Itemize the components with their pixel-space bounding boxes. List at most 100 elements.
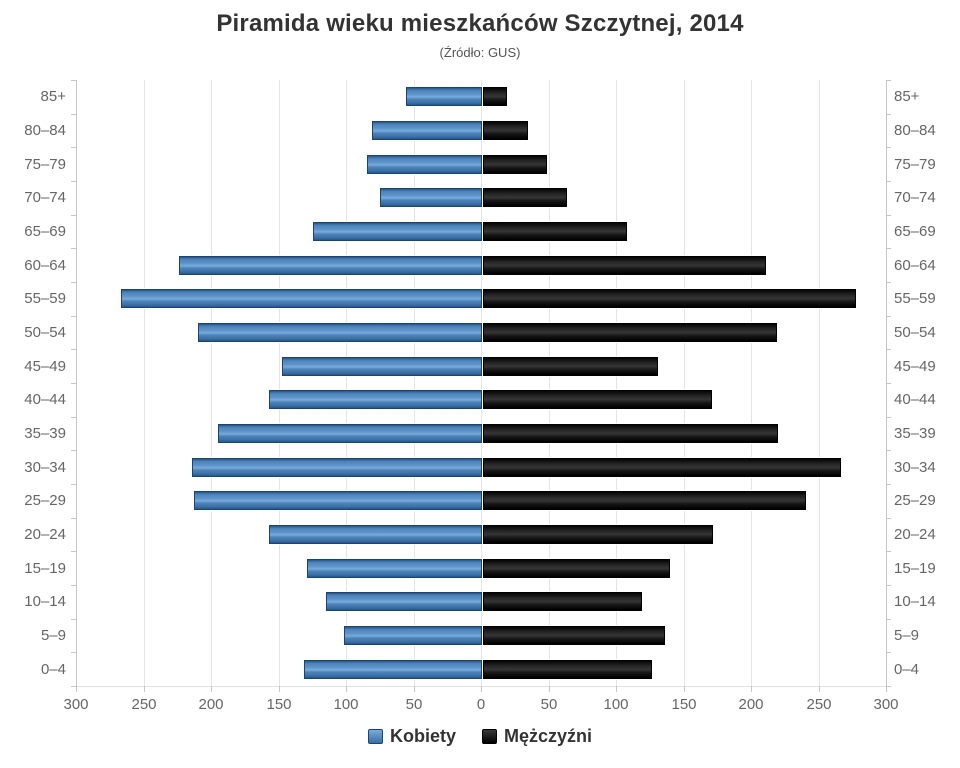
bar-women-70–74[interactable] <box>380 188 482 207</box>
x-axis-tick <box>549 686 550 692</box>
category-label-left: 65–69 <box>24 223 66 240</box>
bar-women-10–14[interactable] <box>326 592 482 611</box>
bar-women-50–54[interactable] <box>198 323 482 342</box>
x-axis-tick <box>819 686 820 692</box>
category-label-left: 55–59 <box>24 290 66 307</box>
bar-men-35–39[interactable] <box>483 424 778 443</box>
x-axis-label: 200 <box>198 696 224 713</box>
bar-men-60–64[interactable] <box>483 256 766 275</box>
bar-men-75–79[interactable] <box>483 155 547 174</box>
x-axis-label: 50 <box>405 696 423 713</box>
bar-men-80–84[interactable] <box>483 121 528 140</box>
bar-men-0–4[interactable] <box>483 660 652 679</box>
bar-men-10–14[interactable] <box>483 592 642 611</box>
y-axis-tick-right <box>886 450 891 451</box>
bar-men-25–29[interactable] <box>483 491 806 510</box>
women-series-swatch-icon <box>367 729 383 744</box>
bar-women-5–9[interactable] <box>344 626 482 645</box>
y-axis-tick-right <box>886 619 891 620</box>
legend-item-men[interactable]: Mężczyźni <box>481 726 593 747</box>
x-axis-label: 300 <box>63 696 89 713</box>
x-axis-label: 250 <box>806 696 832 713</box>
x-axis-tick <box>481 686 482 692</box>
y-axis-tick-left <box>71 282 76 283</box>
bar-women-40–44[interactable] <box>269 390 482 409</box>
y-axis-tick-right <box>886 383 891 384</box>
gridline <box>684 80 685 686</box>
x-axis-label: 50 <box>540 696 558 713</box>
legend-item-women[interactable]: Kobiety <box>367 726 456 747</box>
category-label-left: 25–29 <box>24 492 66 509</box>
bar-women-30–34[interactable] <box>192 458 482 477</box>
gridline <box>144 80 145 686</box>
bar-women-45–49[interactable] <box>282 357 482 376</box>
category-label-left: 35–39 <box>24 425 66 442</box>
bar-women-15–19[interactable] <box>307 559 482 578</box>
gridline <box>414 80 415 686</box>
y-axis-tick-right <box>886 80 891 81</box>
bar-women-25–29[interactable] <box>194 491 482 510</box>
category-label-right: 35–39 <box>894 425 936 442</box>
bar-men-30–34[interactable] <box>483 458 841 477</box>
category-label-right: 45–49 <box>894 358 936 375</box>
y-axis-tick-left <box>71 349 76 350</box>
y-axis-tick-right <box>886 147 891 148</box>
x-axis-label: 200 <box>738 696 764 713</box>
x-axis-tick <box>279 686 280 692</box>
category-label-left: 15–19 <box>24 560 66 577</box>
x-axis-tick <box>751 686 752 692</box>
category-label-left: 60–64 <box>24 257 66 274</box>
y-axis-tick-left <box>71 215 76 216</box>
category-label-left: 10–14 <box>24 593 66 610</box>
x-axis-tick <box>414 686 415 692</box>
bar-men-15–19[interactable] <box>483 559 670 578</box>
gridline <box>279 80 280 686</box>
bar-women-55–59[interactable] <box>121 289 482 308</box>
x-axis-tick <box>211 686 212 692</box>
legend: Kobiety Mężczyźni <box>0 726 960 747</box>
category-label-right: 40–44 <box>894 391 936 408</box>
bar-men-20–24[interactable] <box>483 525 713 544</box>
bar-women-35–39[interactable] <box>218 424 482 443</box>
chart-title: Piramida wieku mieszkańców Szczytnej, 20… <box>216 10 744 37</box>
bar-women-60–64[interactable] <box>179 256 482 275</box>
bar-men-45–49[interactable] <box>483 357 658 376</box>
y-axis-tick-right <box>886 652 891 653</box>
bar-men-85+[interactable] <box>483 87 507 106</box>
gridline <box>616 80 617 686</box>
bar-men-65–69[interactable] <box>483 222 627 241</box>
x-axis-tick <box>346 686 347 692</box>
x-axis-label: 150 <box>671 696 697 713</box>
category-label-right: 20–24 <box>894 526 936 543</box>
category-label-right: 10–14 <box>894 593 936 610</box>
bar-men-5–9[interactable] <box>483 626 665 645</box>
bar-men-50–54[interactable] <box>483 323 777 342</box>
bar-women-85+[interactable] <box>406 87 482 106</box>
category-label-right: 55–59 <box>894 290 936 307</box>
bar-women-65–69[interactable] <box>313 222 482 241</box>
bar-men-70–74[interactable] <box>483 188 567 207</box>
bar-women-20–24[interactable] <box>269 525 482 544</box>
x-axis-label: 100 <box>603 696 629 713</box>
y-axis-tick-left <box>71 686 76 687</box>
x-axis-label: 100 <box>333 696 359 713</box>
x-axis-tick <box>144 686 145 692</box>
category-label-left: 5–9 <box>40 627 66 644</box>
y-axis-tick-left <box>71 147 76 148</box>
category-label-left: 75–79 <box>24 156 66 173</box>
category-label-right: 65–69 <box>894 223 936 240</box>
y-axis-tick-left <box>71 450 76 451</box>
bar-men-40–44[interactable] <box>483 390 712 409</box>
bar-women-80–84[interactable] <box>372 121 482 140</box>
category-label-left: 40–44 <box>24 391 66 408</box>
gridline <box>481 80 482 686</box>
bar-women-75–79[interactable] <box>367 155 482 174</box>
x-axis-tick <box>886 686 887 692</box>
bar-men-55–59[interactable] <box>483 289 856 308</box>
category-label-right: 5–9 <box>894 627 920 644</box>
y-axis-tick-right <box>886 349 891 350</box>
legend-label-men: Mężczyźni <box>503 726 593 746</box>
y-axis-tick-left <box>71 484 76 485</box>
bar-women-0–4[interactable] <box>304 660 482 679</box>
